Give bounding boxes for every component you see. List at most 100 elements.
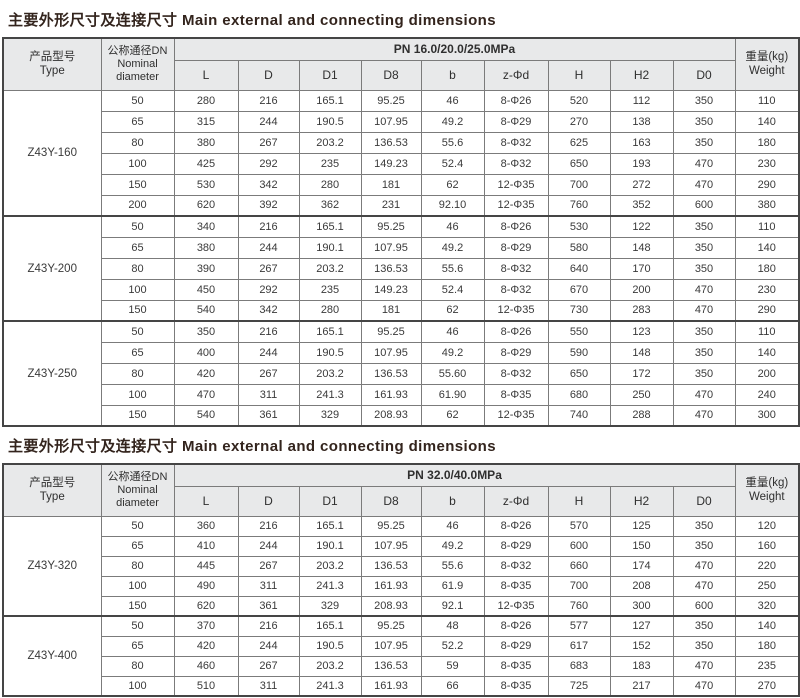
dimension-value-cell: 460 — [173, 655, 239, 677]
dimension-value-cell: 95.25 — [360, 215, 422, 238]
dimension-value-cell: 311 — [237, 383, 300, 406]
dimension-value-cell: 550 — [547, 320, 611, 343]
dn-cell: 50 — [100, 215, 175, 238]
dimension-value-cell: 149.23 — [360, 152, 422, 175]
dimension-value-cell: 170 — [609, 257, 674, 280]
dimension-value-cell: 208 — [609, 575, 674, 597]
header-line: diameter — [116, 70, 159, 83]
header-row-main: 产品型号 Type 公称通径DN Nominal diameter PN 16.0/20.… — [2, 37, 800, 91]
dimension-value-cell: 470 — [672, 152, 736, 175]
data-row: Z43Y-400 50 370 216 165.1 95.25 48 8-Φ26 577 127 3… — [2, 615, 800, 697]
dn-cell: 50 — [100, 515, 175, 537]
dimension-value-cell: 292 — [237, 278, 300, 301]
dimension-value-cell: 181 — [360, 173, 422, 196]
dimension-value-cell: 292 — [237, 152, 300, 175]
data-row: 65 380 244 190.1 107.95 49.2 8-Φ29 580 148 350 140 — [3, 236, 800, 259]
dimension-value-cell: 740 — [547, 404, 611, 427]
valve-type-cell: Z43Y-250 — [2, 320, 102, 427]
dimension-value-cell: 350 — [672, 615, 736, 637]
dimension-value-cell: 540 — [173, 299, 239, 322]
dimension-value-cell: 650 — [547, 362, 611, 385]
dimension-value-cell: 190.1 — [298, 236, 362, 259]
weight-cell: 120 — [734, 515, 800, 537]
col-header-dim-b: b — [420, 485, 485, 517]
dimension-value-cell: 311 — [237, 575, 300, 597]
dimension-value-cell: 190.5 — [298, 635, 362, 657]
dimension-value-cell: 49.2 — [420, 535, 485, 557]
table-body: Z43Y-160 50 280 216 165.1 95.25 46 8-Φ26 520 112 3… — [2, 89, 800, 427]
dimension-value-cell: 148 — [609, 341, 674, 364]
dimension-value-cell: 8-Φ32 — [483, 257, 549, 280]
dimension-value-cell: 8-Φ29 — [483, 110, 549, 133]
data-row: Z43Y-320 50 360 216 165.1 95.25 46 8-Φ26 570 125 3… — [2, 515, 800, 617]
dimension-value-cell: 700 — [547, 575, 611, 597]
dimension-value-cell: 670 — [547, 278, 611, 301]
dimension-value-cell: 8-Φ26 — [483, 615, 549, 637]
dimension-value-cell: 203.2 — [298, 655, 362, 677]
header-line: Nominal — [117, 57, 158, 70]
dimension-value-cell: 490 — [173, 575, 239, 597]
dimension-value-cell: 380 — [173, 236, 239, 259]
col-header-dim-d8: D8 — [360, 59, 422, 91]
dimension-value-cell: 470 — [672, 404, 736, 427]
dimension-value-cell: 267 — [237, 655, 300, 677]
dimension-value-cell: 350 — [173, 320, 239, 343]
header-row-dimensions: L D D1 D8 b z-Φd H H2 D0 — [3, 59, 799, 91]
dimension-value-cell: 420 — [173, 362, 239, 385]
dimension-value-cell: 730 — [547, 299, 611, 322]
dimension-value-cell: 760 — [547, 595, 611, 617]
dimension-value-cell: 470 — [672, 555, 736, 577]
dimension-value-cell: 8-Φ29 — [483, 535, 549, 557]
dimension-value-cell: 700 — [547, 173, 611, 196]
dimension-value-cell: 216 — [237, 615, 300, 637]
dimension-value-cell: 122 — [609, 215, 674, 238]
dimension-value-cell: 49.2 — [420, 341, 485, 364]
dimension-value-cell: 361 — [237, 404, 300, 427]
dimension-value-cell: 241.3 — [298, 675, 362, 697]
dimension-value-cell: 8-Φ29 — [483, 635, 549, 657]
dimension-value-cell: 95.25 — [360, 615, 422, 637]
dimension-value-cell: 136.53 — [360, 555, 422, 577]
data-row: 150 540 361 329 208.93 62 12-Φ35 740 288 470 300 — [3, 404, 800, 427]
dimension-value-cell: 12-Φ35 — [483, 299, 549, 322]
dimension-value-cell: 400 — [173, 341, 239, 364]
weight-cell: 270 — [734, 675, 800, 697]
dimension-value-cell: 48 — [420, 615, 485, 637]
dimension-value-cell: 350 — [672, 362, 736, 385]
dimension-value-cell: 620 — [173, 194, 239, 217]
dimension-value-cell: 216 — [237, 320, 300, 343]
dimension-value-cell: 52.2 — [420, 635, 485, 657]
dimension-value-cell: 352 — [609, 194, 674, 217]
dimension-value-cell: 267 — [237, 555, 300, 577]
col-header-dim-d8: D8 — [360, 485, 422, 517]
dimension-value-cell: 342 — [237, 299, 300, 322]
dimension-value-cell: 580 — [547, 236, 611, 259]
dimension-value-cell: 161.93 — [360, 675, 422, 697]
dimension-value-cell: 62 — [420, 299, 485, 322]
dn-cell: 50 — [100, 615, 175, 637]
dimension-value-cell: 510 — [173, 675, 239, 697]
col-header-type: 产品型号 Type — [2, 37, 102, 91]
col-header-dim-l: L — [173, 485, 239, 517]
header-line: 产品型号 — [29, 477, 76, 490]
dn-cell: 80 — [100, 555, 175, 577]
weight-cell: 160 — [734, 535, 800, 557]
dimension-value-cell: 216 — [237, 515, 300, 537]
header-line: 重量(kg) — [745, 477, 789, 490]
data-row: 80 420 267 203.2 136.53 55.60 8-Φ32 650 172 350 20… — [3, 362, 800, 385]
dimension-value-cell: 174 — [609, 555, 674, 577]
dimension-value-cell: 183 — [609, 655, 674, 677]
dimension-value-cell: 8-Φ26 — [483, 215, 549, 238]
dimension-value-cell: 203.2 — [298, 362, 362, 385]
dimension-value-cell: 216 — [237, 89, 300, 112]
data-row: 80 380 267 203.2 136.53 55.6 8-Φ32 625 163 350 180 — [3, 131, 800, 154]
dimension-value-cell: 470 — [672, 655, 736, 677]
dimension-value-cell: 12-Φ35 — [483, 404, 549, 427]
dimension-value-cell: 138 — [609, 110, 674, 133]
dimension-value-cell: 329 — [298, 404, 362, 427]
dimension-value-cell: 136.53 — [360, 362, 422, 385]
col-header-dim-l: L — [173, 59, 239, 91]
dn-cell: 80 — [100, 362, 175, 385]
dn-cell: 100 — [100, 278, 175, 301]
